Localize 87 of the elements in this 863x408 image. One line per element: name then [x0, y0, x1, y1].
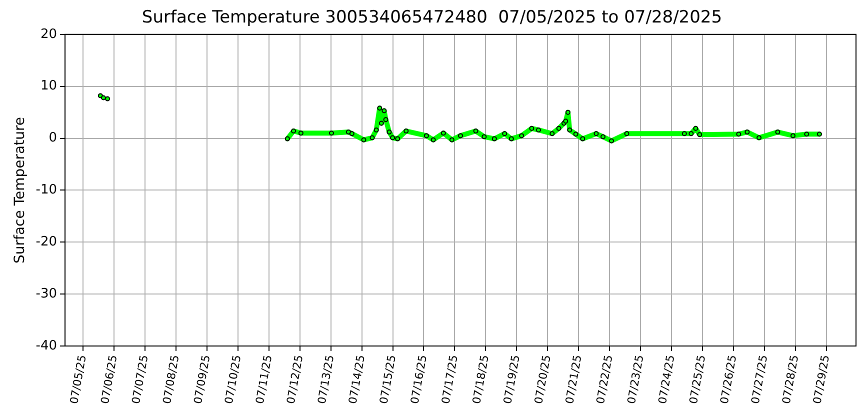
point [608, 138, 614, 144]
x-tick-label: 07/20/25 [532, 354, 554, 405]
point [682, 131, 687, 136]
point [374, 127, 379, 132]
x-tick-label: 07/15/25 [377, 354, 399, 405]
x-tick-label: 07/16/25 [408, 354, 430, 405]
x-tick-label: 07/21/25 [562, 354, 584, 405]
point [697, 132, 702, 138]
point [440, 130, 446, 136]
point [100, 95, 106, 100]
point [105, 96, 110, 102]
point [430, 137, 436, 142]
point [502, 131, 508, 136]
x-tick-label: 07/08/25 [160, 354, 182, 405]
y-tick-label: -30 [36, 286, 58, 302]
x-tick-label: 07/25/25 [686, 354, 708, 405]
y-tick-label: -20 [36, 234, 58, 250]
point [449, 137, 454, 142]
point [567, 127, 572, 132]
x-tick-label: 07/11/25 [253, 354, 275, 405]
point [298, 130, 304, 136]
point [624, 131, 630, 136]
y-tick-label: -10 [36, 182, 58, 198]
x-tick-label: 07/23/25 [624, 354, 646, 405]
point [600, 134, 606, 140]
point [346, 130, 351, 135]
point [573, 132, 578, 137]
point [390, 135, 396, 140]
point [383, 117, 388, 122]
y-tick-label: -40 [36, 338, 58, 354]
point [508, 136, 514, 142]
x-tick-label: 07/28/25 [780, 354, 802, 405]
point [565, 110, 570, 115]
x-tick-label: 07/19/25 [501, 354, 522, 405]
point [775, 130, 780, 135]
point [370, 135, 375, 140]
point [377, 106, 382, 111]
x-tick-label: 07/14/25 [346, 354, 368, 405]
point [804, 132, 810, 137]
x-tick-label: 07/29/25 [810, 354, 832, 405]
point [594, 131, 599, 136]
x-tick-label: 07/07/25 [129, 354, 151, 405]
point [529, 126, 534, 131]
point [328, 130, 334, 136]
x-tick-label: 07/12/25 [284, 354, 306, 405]
x-tick-label: 07/13/25 [315, 354, 337, 405]
x-tick-label: 07/17/25 [439, 354, 460, 405]
point [378, 120, 384, 126]
point [519, 133, 524, 138]
point [386, 130, 392, 135]
point [284, 136, 290, 142]
point [473, 128, 478, 134]
point [458, 133, 464, 138]
chart-title: Surface Temperature 300534065472480 07/05/2025 to 07/28/2025 [142, 8, 722, 28]
point [550, 131, 555, 136]
point [693, 126, 698, 131]
point [536, 127, 541, 132]
x-tick-label: 07/26/25 [718, 354, 740, 405]
point [349, 131, 354, 136]
x-tick-label: 07/09/25 [191, 354, 213, 405]
y-axis-title: Surface Temperature [12, 116, 28, 264]
point [291, 128, 296, 134]
x-tick-label: 07/18/25 [470, 354, 492, 405]
point [756, 135, 762, 140]
x-tick-label: 07/06/25 [98, 354, 120, 405]
point [744, 130, 750, 135]
x-tick-label: 07/24/25 [656, 354, 678, 405]
point [816, 132, 822, 137]
x-tick-label: 07/05/25 [67, 354, 89, 405]
point [688, 131, 694, 136]
y-tick-label: 20 [40, 26, 58, 42]
y-tick-label: 10 [40, 78, 58, 94]
point [361, 137, 366, 142]
x-tick-label: 07/22/25 [594, 354, 616, 405]
point [736, 132, 742, 137]
point [424, 133, 429, 138]
point [556, 126, 562, 131]
point [382, 108, 387, 114]
point [790, 133, 796, 138]
point [492, 136, 497, 142]
point [404, 128, 409, 134]
x-tick-label: 07/27/25 [748, 354, 770, 405]
x-tick-label: 07/10/25 [222, 354, 244, 405]
point [395, 136, 400, 142]
y-tick-label: 0 [48, 130, 58, 146]
point [482, 134, 487, 140]
point [580, 136, 586, 142]
